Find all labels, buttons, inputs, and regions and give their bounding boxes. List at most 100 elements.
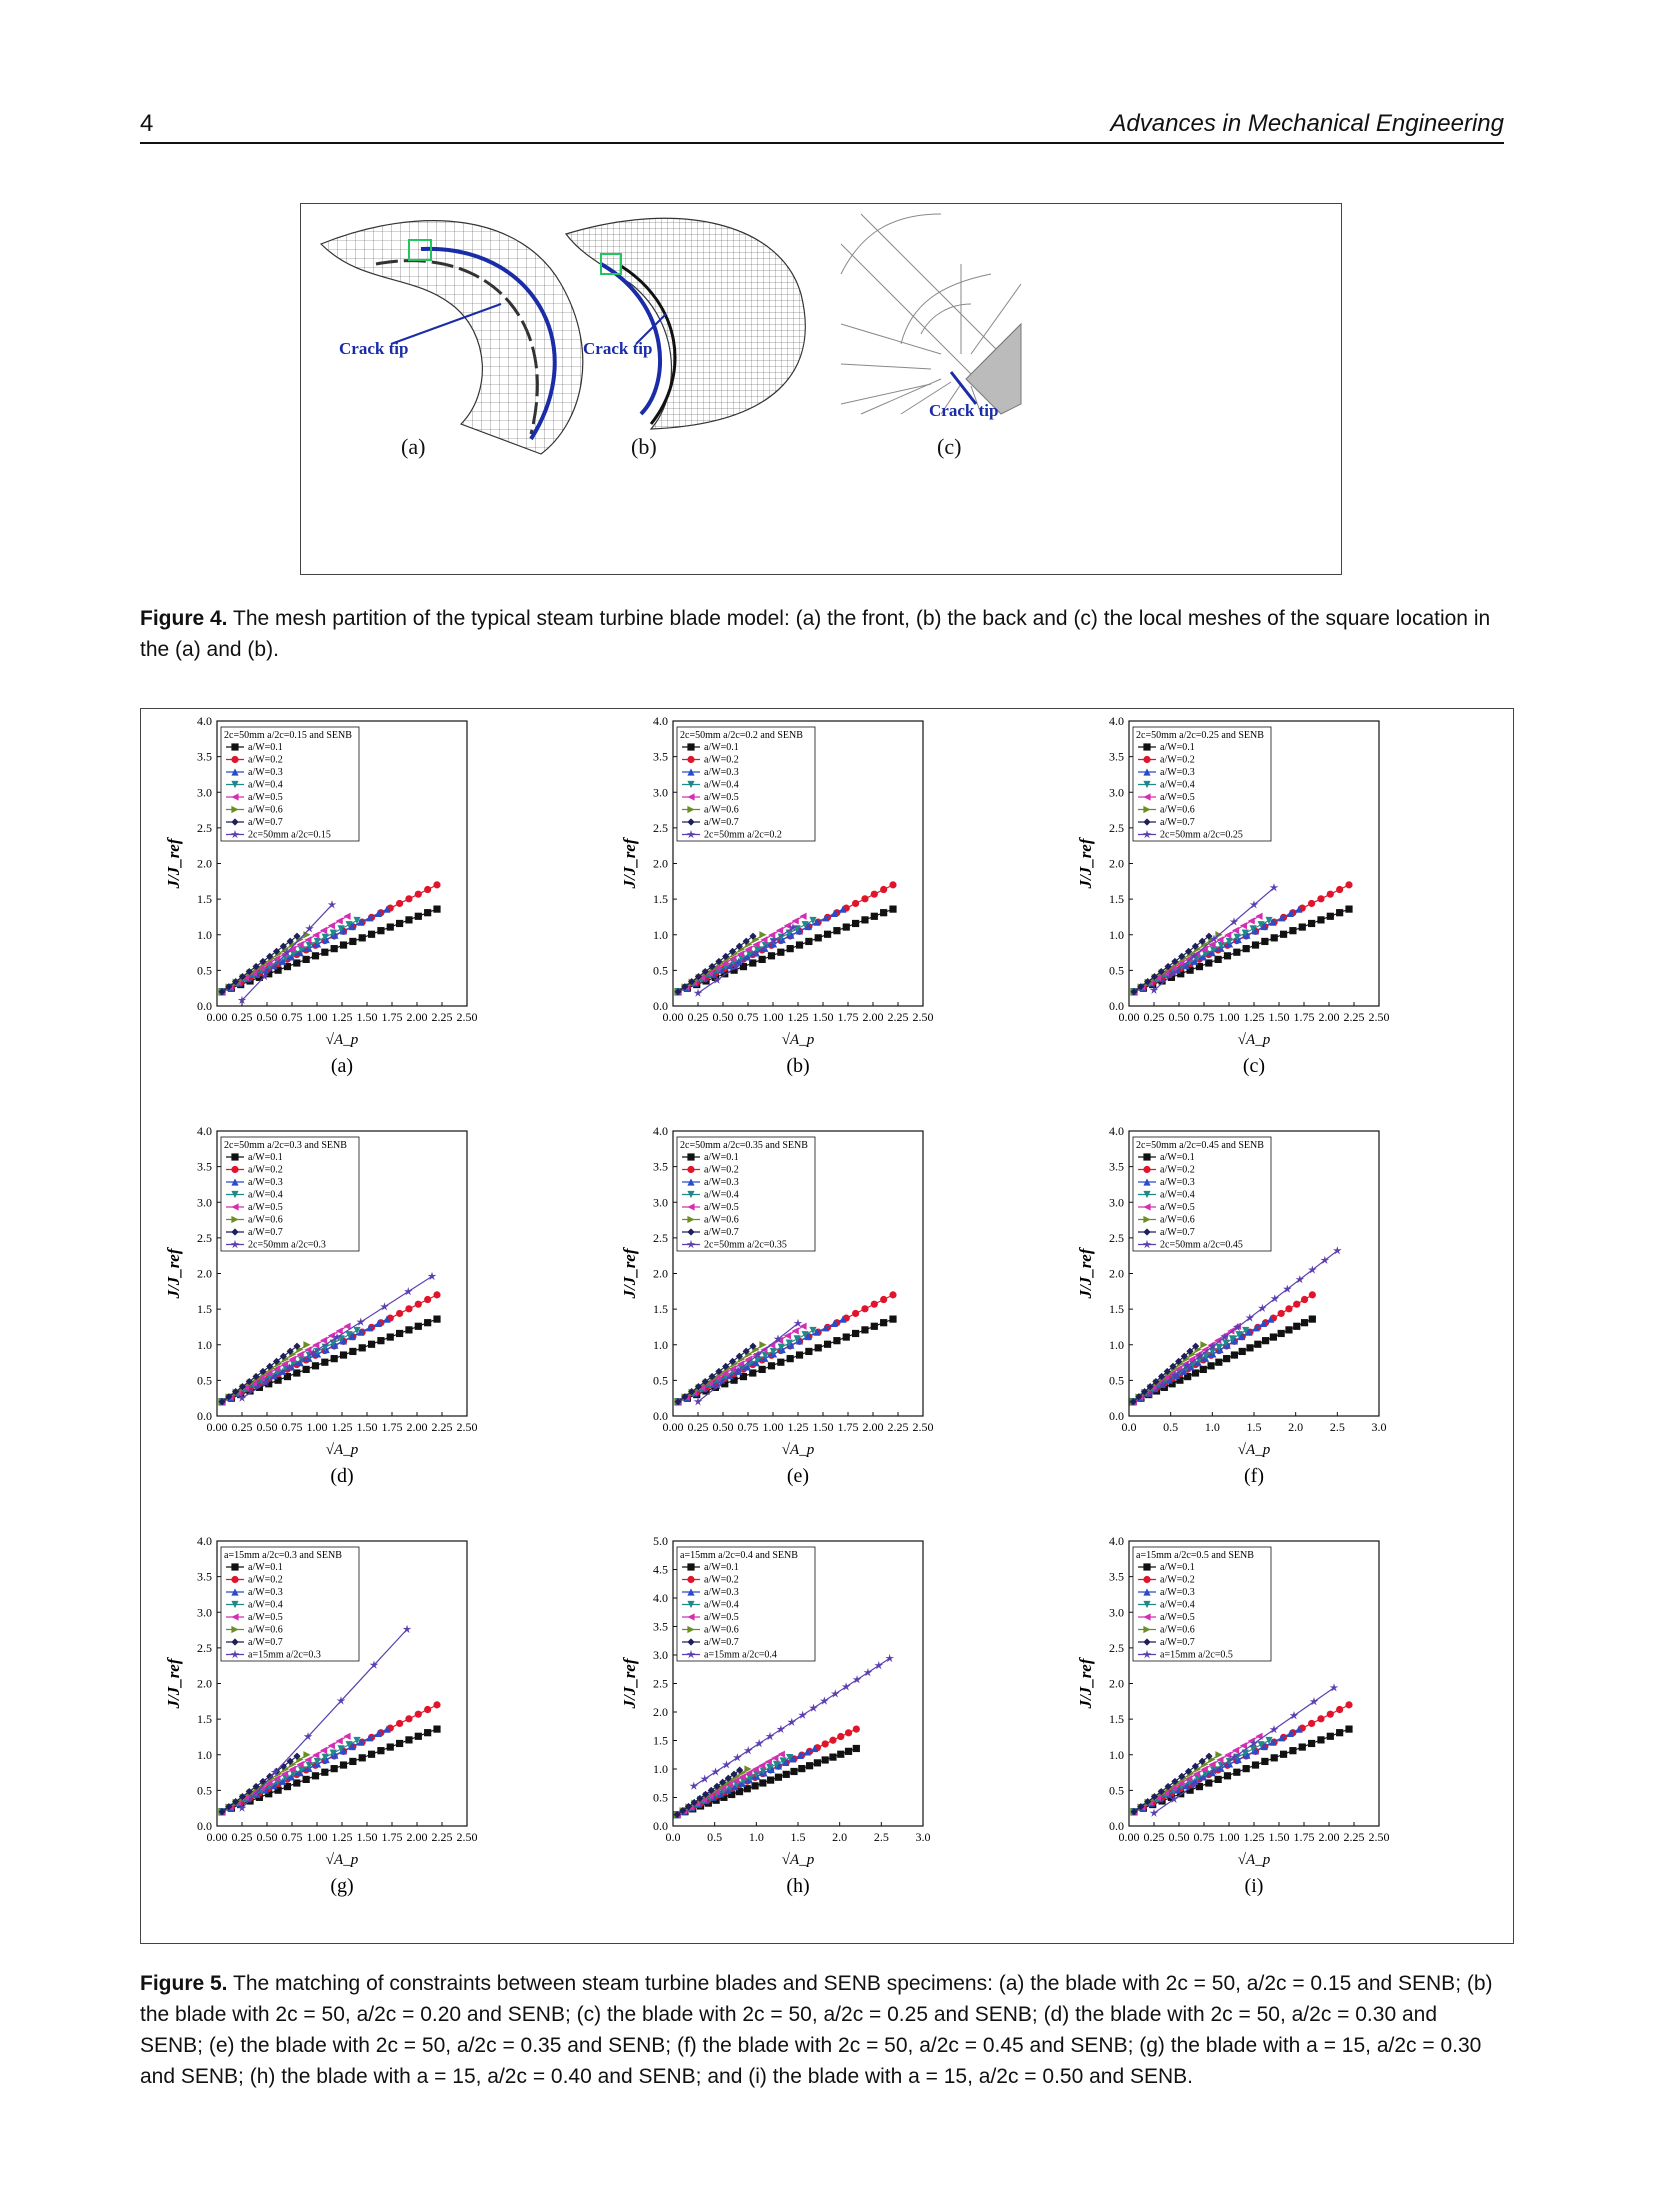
- data-point: [754, 1738, 764, 1748]
- y-axis-label: J/J_ref: [620, 836, 639, 889]
- legend-entry: 2c=50mm a/2c=0.3: [248, 1240, 326, 1251]
- legend-marker: [231, 1153, 239, 1161]
- legend-entry: a/W=0.4: [1160, 780, 1195, 791]
- legend-entry: a/W=0.1: [704, 1152, 739, 1163]
- data-point: [1186, 1786, 1194, 1794]
- legend-marker: [230, 1239, 240, 1249]
- data-point: [305, 1764, 313, 1772]
- x-tick-label: 2.0: [1288, 1420, 1303, 1434]
- data-point: [331, 1341, 339, 1349]
- figure5-caption-text: The matching of constraints between stea…: [140, 1972, 1493, 2088]
- legend-entry: a/W=0.7: [704, 1227, 739, 1238]
- x-tick-label: 0.50: [257, 1420, 278, 1434]
- data-point: [1265, 1736, 1273, 1745]
- y-tick-label: 0.0: [1109, 1819, 1124, 1833]
- data-point: [766, 1764, 774, 1772]
- data-point: [1269, 918, 1277, 926]
- data-point: [830, 909, 838, 918]
- y-tick-label: 4.0: [197, 1124, 212, 1138]
- data-point: [297, 1766, 306, 1774]
- data-point: [783, 922, 791, 930]
- legend-entry: a/W=0.1: [248, 1562, 283, 1573]
- data-point: [1205, 959, 1213, 967]
- data-point: [870, 1322, 878, 1330]
- legend-entry: 2c=50mm a/2c=0.15: [248, 830, 331, 841]
- data-point: [1195, 1351, 1205, 1360]
- data-point: [1135, 1393, 1143, 1401]
- y-tick-label: 4.0: [197, 714, 212, 728]
- data-point: [1336, 1705, 1344, 1714]
- data-point: [1195, 1782, 1204, 1791]
- y-tick-label: 1.0: [197, 1748, 212, 1762]
- y-tick-label: 3.5: [1109, 750, 1124, 764]
- data-point: [386, 923, 394, 931]
- legend-marker: [231, 1600, 239, 1609]
- data-point: [814, 934, 822, 942]
- data-point: [1345, 1725, 1353, 1733]
- data-point: [265, 1779, 273, 1788]
- data-point: [852, 919, 860, 928]
- series-a-15mm-a-2c-0-4: [689, 1653, 894, 1790]
- figure4-image: Crack tip (a) Crack tip (b): [300, 203, 1342, 575]
- x-tick-label: 2.25: [432, 1010, 453, 1024]
- x-tick-label: 2.00: [1319, 1010, 1340, 1024]
- data-point: [1298, 1743, 1306, 1751]
- legend-marker: [687, 1203, 695, 1211]
- legend-marker: [687, 793, 695, 801]
- data-point: [743, 1746, 753, 1755]
- x-axis-label: √A_p: [1238, 1442, 1271, 1458]
- legend-entry: a/W=0.1: [248, 1152, 283, 1163]
- data-point: [1223, 1355, 1231, 1363]
- data-point: [1199, 1773, 1208, 1781]
- data-point: [1233, 1322, 1242, 1332]
- data-point: [1185, 1775, 1193, 1783]
- y-tick-label: 2.5: [653, 1231, 668, 1245]
- data-point: [1169, 1362, 1177, 1370]
- data-point: [786, 945, 794, 953]
- data-point: [304, 1756, 312, 1764]
- x-tick-label: 1.25: [788, 1420, 809, 1434]
- data-point: [311, 952, 320, 960]
- data-point: [809, 1703, 818, 1712]
- data-point: [252, 1372, 260, 1381]
- data-point: [1345, 881, 1353, 889]
- data-point: [889, 905, 897, 913]
- y-tick-label: 1.0: [1109, 1338, 1124, 1352]
- data-point: [842, 1333, 850, 1341]
- data-point: [343, 1322, 351, 1330]
- data-point: [790, 1767, 798, 1776]
- data-point: [1270, 1294, 1280, 1303]
- data-point: [319, 1336, 328, 1344]
- data-point: [1229, 1752, 1239, 1762]
- y-tick-label: 1.0: [1109, 928, 1124, 942]
- x-tick-label: 2.5: [1330, 1420, 1345, 1434]
- data-point: [1157, 967, 1165, 976]
- data-point: [374, 909, 382, 918]
- data-point: [433, 905, 441, 913]
- legend-entry: a/W=0.3: [1160, 1587, 1195, 1598]
- data-point: [880, 885, 888, 894]
- legend-marker: [687, 1215, 695, 1224]
- series-line: [677, 1318, 894, 1403]
- legend-marker: [1143, 1190, 1151, 1199]
- data-point: [1278, 1734, 1286, 1742]
- data-point: [1238, 1332, 1246, 1341]
- data-point: [279, 1777, 287, 1785]
- data-point: [396, 919, 404, 928]
- data-point: [1320, 1255, 1330, 1264]
- data-point: [1260, 922, 1268, 931]
- data-point: [312, 1751, 320, 1759]
- y-tick-label: 1.5: [197, 892, 212, 906]
- y-axis-label: J/J_ref: [164, 1246, 183, 1299]
- legend-marker: [231, 1638, 239, 1646]
- data-point: [293, 1752, 301, 1760]
- series-a-w-0-7: [1130, 1752, 1213, 1816]
- data-point: [1186, 966, 1194, 974]
- data-point: [1308, 1739, 1316, 1748]
- data-point: [688, 1388, 696, 1396]
- data-point: [274, 966, 282, 974]
- data-point: [694, 1382, 703, 1391]
- legend-marker: [230, 1649, 240, 1659]
- legend-entry: a/W=0.7: [704, 817, 739, 828]
- legend-marker: [687, 780, 695, 789]
